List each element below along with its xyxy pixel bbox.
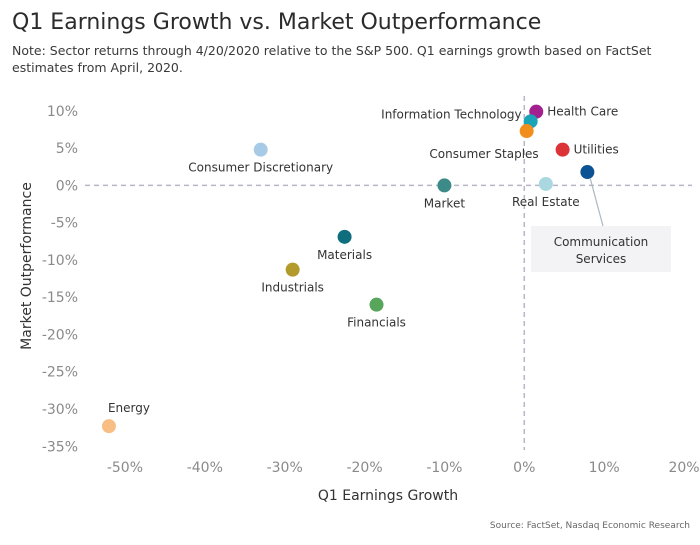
label-financials: Financials xyxy=(347,316,406,330)
point-real-estate[interactable] xyxy=(538,176,553,191)
x-tick-label: 0% xyxy=(513,460,535,476)
label-market: Market xyxy=(424,196,466,210)
data-points xyxy=(101,104,595,434)
point-utilities[interactable] xyxy=(555,142,570,157)
x-tick-label: -50% xyxy=(107,460,143,476)
y-tick-label: -10% xyxy=(42,253,78,269)
callout-box xyxy=(531,226,671,272)
chart-note: Note: Sector returns through 4/20/2020 r… xyxy=(12,43,652,75)
x-tick-label: -30% xyxy=(267,460,303,476)
y-tick-label: -30% xyxy=(42,402,78,418)
x-axis-label: Q1 Earnings Growth xyxy=(318,488,458,504)
y-tick-label: -5% xyxy=(51,216,78,232)
label-energy: Energy xyxy=(108,401,150,415)
y-tick-label: -25% xyxy=(42,365,78,381)
label-real-estate: Real Estate xyxy=(512,195,580,209)
point-labels: Health Care Information Technology Consume… xyxy=(108,105,648,416)
point-market[interactable] xyxy=(437,178,452,193)
x-tick-label: 10% xyxy=(589,460,620,476)
y-tick-label: 5% xyxy=(56,141,78,157)
point-industrials[interactable] xyxy=(285,262,300,277)
y-axis-label: Market Outperformance xyxy=(19,182,35,350)
point-consumer-staples[interactable] xyxy=(519,124,534,139)
label-consumer-discretionary: Consumer Discretionary xyxy=(188,161,333,175)
callout-layer xyxy=(531,178,671,272)
point-energy[interactable] xyxy=(101,419,116,434)
y-axis-ticks: 10% 5% 0% -5% -10% -15% -20% -25% -30% -35% xyxy=(42,104,78,455)
y-tick-label: -20% xyxy=(42,327,78,343)
label-health-care: Health Care xyxy=(547,105,618,119)
point-consumer-discretionary[interactable] xyxy=(253,142,268,157)
label-utilities: Utilities xyxy=(574,143,619,157)
y-tick-label: -15% xyxy=(42,290,78,306)
point-financials[interactable] xyxy=(369,297,384,312)
label-materials: Materials xyxy=(317,248,372,262)
label-industrials: Industrials xyxy=(261,281,324,295)
x-tick-label: -40% xyxy=(187,460,223,476)
x-tick-label: -20% xyxy=(346,460,382,476)
point-communication-services[interactable] xyxy=(580,165,595,180)
y-tick-label: 10% xyxy=(47,104,78,120)
y-tick-label: 0% xyxy=(56,178,78,194)
x-axis-ticks: -50% -40% -30% -20% -10% 0% 10% 20% xyxy=(107,460,700,476)
label-consumer-staples: Consumer Staples xyxy=(429,147,538,161)
x-tick-label: -10% xyxy=(426,460,462,476)
reference-lines xyxy=(85,96,692,450)
label-communication-services: Communication Services xyxy=(554,235,649,266)
callout-leader-line xyxy=(589,178,604,227)
label-information-technology: Information Technology xyxy=(381,107,522,121)
source-note: Source: FactSet, Nasdaq Economic Researc… xyxy=(489,521,690,531)
x-tick-label: 20% xyxy=(668,460,699,476)
point-materials[interactable] xyxy=(337,229,352,244)
y-tick-label: -35% xyxy=(42,439,78,455)
chart-title: Q1 Earnings Growth vs. Market Outperform… xyxy=(12,10,542,35)
